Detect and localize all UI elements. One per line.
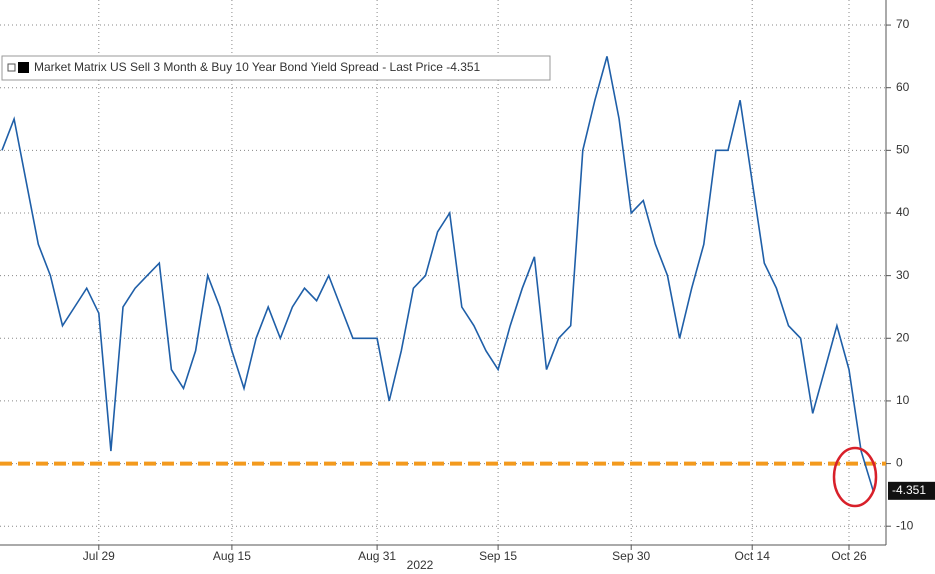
x-tick-label: Oct 14 (735, 549, 771, 563)
x-tick-label: Sep 30 (612, 549, 650, 563)
x-tick-label: Aug 15 (213, 549, 251, 563)
y-tick-label: 0 (896, 456, 903, 470)
y-tick-label: 30 (896, 268, 910, 282)
legend: Market Matrix US Sell 3 Month & Buy 10 Y… (1, 55, 551, 81)
y-tick-label: -10 (896, 518, 914, 532)
y-tick-label: 50 (896, 143, 910, 157)
x-tick-label: Oct 26 (831, 549, 867, 563)
last-price-label: -4.351 (892, 483, 926, 497)
x-tick-label: Sep 15 (479, 549, 517, 563)
y-tick-label: 10 (896, 393, 910, 407)
legend-entry: Market Matrix US Sell 3 Month & Buy 10 Y… (34, 60, 481, 74)
series-line (1, 56, 874, 492)
y-tick-label: 40 (896, 205, 910, 219)
x-axis-label: 2022 (407, 558, 434, 572)
y-tick-label: 20 (896, 330, 910, 344)
x-tick-label: Aug 31 (358, 549, 396, 563)
y-tick-label: 60 (896, 80, 910, 94)
y-tick-label: 70 (896, 17, 910, 31)
highlight-circle (832, 446, 878, 508)
last-price-box (888, 481, 935, 500)
legend-swatch (18, 62, 29, 73)
legend-box (1, 55, 551, 81)
legend-toggle[interactable] (7, 63, 16, 72)
x-tick-label: Jul 29 (83, 549, 115, 563)
